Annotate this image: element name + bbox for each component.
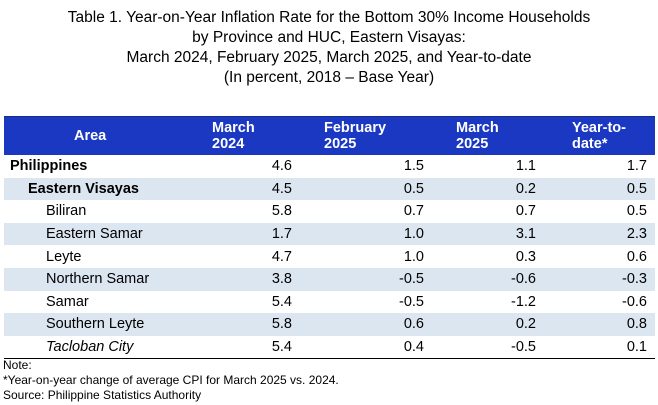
cell-year-to-date: 2.3 — [544, 222, 655, 246]
title-line-4: (In percent, 2018 – Base Year) — [223, 69, 435, 86]
table-row: Samar 5.4 -0.5 -1.2 -0.6 — [4, 291, 655, 314]
cell-february-2025: 0.6 — [300, 313, 432, 336]
cell-march-2024: 5.4 — [188, 335, 300, 360]
row-area: Eastern Samar — [4, 222, 188, 246]
cell-february-2025: -0.5 — [399, 293, 424, 310]
cell-february-2025: 1.0 — [300, 222, 432, 246]
table-row: Southern Leyte 5.8 0.6 0.2 0.8 — [4, 313, 655, 336]
inflation-table: Area March 2024 February 2025 March 2025… — [4, 116, 655, 360]
table-row: Biliran 5.8 0.7 0.7 0.5 — [4, 200, 655, 223]
cell-february-2025: 1.5 — [403, 158, 424, 175]
row-area: Biliran — [46, 203, 87, 220]
row-area: Philippines — [10, 158, 88, 175]
row-area: Southern Leyte — [4, 313, 188, 336]
title-line-3: March 2024, February 2025, March 2025, a… — [126, 49, 532, 66]
table-row: Leyte 4.7 1.0 0.3 0.6 — [4, 245, 655, 268]
cell-march-2025: -0.5 — [432, 335, 544, 360]
cell-march-2024: 5.8 — [271, 203, 292, 220]
header-february-2025: February 2025 — [300, 116, 432, 155]
header-year-to-date-line1: Year-to- — [572, 120, 626, 136]
cell-march-2025: 0.2 — [432, 313, 544, 336]
cell-march-2024: 4.5 — [188, 177, 300, 201]
header-march-2025-line1: March — [456, 120, 499, 136]
header-march-2024-line2: 2024 — [212, 136, 245, 152]
table-row: Tacloban City 5.4 0.4 -0.5 0.1 — [4, 335, 655, 360]
table-row: Philippines 4.6 1.5 1.1 1.7 — [4, 155, 655, 178]
cell-march-2024: 4.6 — [271, 158, 292, 175]
cell-year-to-date: 0.6 — [626, 248, 647, 265]
cell-february-2025: 0.4 — [300, 335, 432, 360]
header-year-to-date: Year-to- date* — [544, 116, 655, 155]
row-area: Samar — [46, 293, 89, 310]
row-area: Leyte — [46, 248, 82, 265]
cell-year-to-date: 0.5 — [626, 203, 647, 220]
table-notes: Note: *Year-on-year change of average CP… — [3, 358, 339, 403]
cell-year-to-date: 1.7 — [626, 158, 647, 175]
cell-march-2024: 5.4 — [271, 293, 292, 310]
cell-march-2025: 0.2 — [432, 177, 544, 201]
cell-march-2025: 1.1 — [515, 158, 536, 175]
cell-march-2024: 5.8 — [188, 313, 300, 336]
cell-year-to-date: -0.6 — [622, 293, 647, 310]
note-label: Note: — [3, 358, 32, 372]
note-footnote: *Year-on-year change of average CPI for … — [3, 373, 339, 387]
cell-march-2024: 4.7 — [271, 248, 292, 265]
cell-march-2025: 0.7 — [515, 203, 536, 220]
table-row: Eastern Visayas 4.5 0.5 0.2 0.5 — [4, 177, 655, 201]
cell-year-to-date: 0.8 — [544, 313, 655, 336]
table-row: Eastern Samar 1.7 1.0 3.1 2.3 — [4, 222, 655, 246]
header-march-2025: March 2025 — [432, 116, 544, 155]
header-march-2025-line2: 2025 — [456, 136, 489, 152]
row-area: Tacloban City — [4, 335, 188, 360]
header-february-2025-line2: 2025 — [324, 136, 357, 152]
header-year-to-date-line2: date* — [572, 136, 608, 152]
cell-year-to-date: 0.1 — [544, 335, 655, 360]
header-february-2025-line1: February — [324, 120, 387, 136]
cell-march-2025: 3.1 — [432, 222, 544, 246]
cell-february-2025: 0.7 — [403, 203, 424, 220]
cell-march-2025: -0.6 — [432, 267, 544, 291]
table-header-row: Area March 2024 February 2025 March 2025… — [4, 116, 655, 155]
cell-march-2024: 1.7 — [188, 222, 300, 246]
cell-february-2025: 0.5 — [300, 177, 432, 201]
cell-year-to-date: -0.3 — [544, 267, 655, 291]
title-line-2: by Province and HUC, Eastern Visayas: — [192, 29, 466, 46]
cell-march-2025: -1.2 — [511, 293, 536, 310]
note-source: Source: Philippine Statistics Authority — [3, 388, 202, 402]
header-area: Area — [4, 116, 188, 155]
cell-march-2024: 3.8 — [188, 267, 300, 291]
table-row: Northern Samar 3.8 -0.5 -0.6 -0.3 — [4, 267, 655, 291]
row-area: Eastern Visayas — [4, 177, 188, 201]
table-title: Table 1. Year-on-Year Inflation Rate for… — [0, 8, 658, 88]
header-march-2024: March 2024 — [188, 116, 300, 155]
title-line-1: Table 1. Year-on-Year Inflation Rate for… — [67, 9, 591, 26]
row-area: Northern Samar — [4, 267, 188, 291]
cell-february-2025: 1.0 — [403, 248, 424, 265]
header-march-2024-line1: March — [212, 120, 255, 136]
cell-february-2025: -0.5 — [300, 267, 432, 291]
cell-year-to-date: 0.5 — [544, 177, 655, 201]
cell-march-2025: 0.3 — [515, 248, 536, 265]
